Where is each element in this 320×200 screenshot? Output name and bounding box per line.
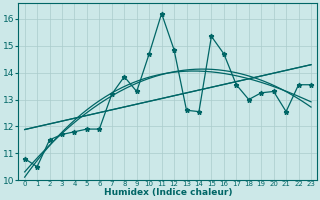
X-axis label: Humidex (Indice chaleur): Humidex (Indice chaleur) [104, 188, 232, 197]
